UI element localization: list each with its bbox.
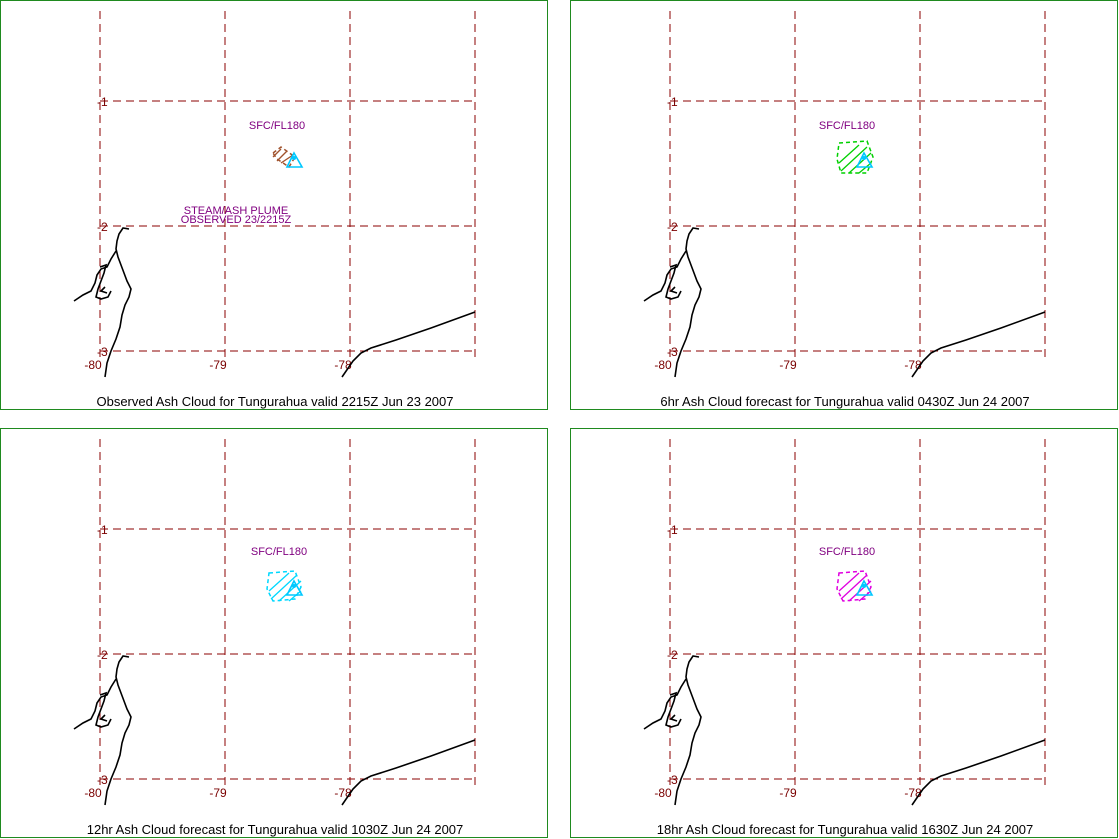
latitude-label: -2 — [97, 648, 108, 662]
latitude-label: -3 — [667, 345, 678, 359]
volcano-dot — [862, 156, 866, 160]
longitude-label: -79 — [209, 358, 227, 372]
longitude-label: -79 — [209, 786, 227, 800]
longitude-label: -80 — [654, 786, 672, 800]
ash-hatch — [288, 590, 302, 602]
flight-level-label: SFC/FL180 — [251, 546, 307, 558]
latitude-label: -1 — [97, 95, 108, 109]
volcano-dot — [292, 584, 296, 588]
ash-hatch — [840, 146, 868, 172]
latitude-label: -1 — [97, 523, 108, 537]
volcano-icon — [855, 151, 874, 168]
volcano-dot — [292, 156, 296, 160]
flight-level-label: SFC/FL180 — [819, 120, 875, 132]
ash-hatch — [278, 580, 302, 602]
border-line — [341, 739, 476, 806]
ash-hatch — [848, 152, 872, 174]
ash-cloud-outline — [836, 140, 874, 174]
ash-cloud — [271, 146, 296, 169]
latitude-label: -3 — [97, 345, 108, 359]
latitude-label: -1 — [667, 523, 678, 537]
ash-cloud-outline — [271, 146, 296, 169]
flight-level-label: SFC/FL180 — [819, 546, 875, 558]
longitude-label: -79 — [779, 786, 797, 800]
coastline — [643, 227, 702, 378]
latitude-label: -2 — [97, 220, 108, 234]
longitude-label: -80 — [84, 786, 102, 800]
ash-hatch — [840, 574, 868, 600]
panel-caption: 12hr Ash Cloud forecast for Tungurahua v… — [86, 822, 464, 837]
ash-hatch — [838, 144, 860, 164]
border-line — [341, 311, 476, 378]
latitude-label: -3 — [667, 773, 678, 787]
panel-caption: 6hr Ash Cloud forecast for Tungurahua va… — [660, 394, 1030, 409]
longitude-label: -79 — [779, 358, 797, 372]
ash-hatch — [858, 162, 872, 174]
longitude-label: -80 — [84, 358, 102, 372]
volcano-icon — [855, 579, 874, 596]
latitude-label: -3 — [97, 773, 108, 787]
ash-hatch — [272, 148, 282, 158]
ash-cloud — [836, 140, 874, 174]
border-line — [911, 311, 1046, 378]
ash-hatch — [276, 150, 288, 162]
border-line — [911, 739, 1046, 806]
ash-hatch — [848, 580, 872, 602]
map-panel-12hr: -1 -2 -3 -80 -79 -78 SFC/FL180 12hr Ash Cloud … — [0, 428, 548, 838]
ash-cloud — [836, 570, 872, 602]
volcano-dot — [862, 584, 866, 588]
flight-level-label: SFC/FL180 — [249, 120, 305, 132]
ash-hatch — [270, 574, 298, 600]
plume-note: STEAM/ASH PLUME — [184, 205, 289, 217]
ash-hatch — [858, 590, 872, 602]
volcano-icon — [285, 151, 304, 168]
panel-caption: 18hr Ash Cloud forecast for Tungurahua v… — [656, 822, 1034, 837]
map-panel-18hr: -1 -2 -3 -80 -79 -78 SFC/FL180 18hr Ash Cloud … — [570, 428, 1118, 838]
coastline — [73, 227, 132, 378]
latitude-label: -1 — [667, 95, 678, 109]
ash-hatch — [838, 572, 860, 592]
longitude-label: -80 — [654, 358, 672, 372]
ash-hatch — [280, 154, 294, 164]
plume-note: OBSERVED 23/2215Z — [181, 214, 292, 226]
ash-hatch — [268, 572, 290, 592]
latitude-label: -2 — [667, 648, 678, 662]
latitude-label: -2 — [667, 220, 678, 234]
coastline — [73, 655, 132, 806]
ash-cloud — [266, 570, 302, 602]
volcano-icon — [285, 579, 304, 596]
map-panel-6hr: -1 -2 -3 -80 -79 -78 SFC/FL180 6hr Ash Cloud f… — [570, 0, 1118, 410]
panel-caption: Observed Ash Cloud for Tungurahua valid … — [96, 394, 454, 409]
ash-cloud-outline — [836, 570, 872, 602]
map-panel-observed: -1 -2 -3 -80 -79 -78 SFC/FL180 STEAM/ASH PLUME O… — [0, 0, 548, 410]
coastline — [643, 655, 702, 806]
ash-cloud-outline — [266, 570, 302, 602]
